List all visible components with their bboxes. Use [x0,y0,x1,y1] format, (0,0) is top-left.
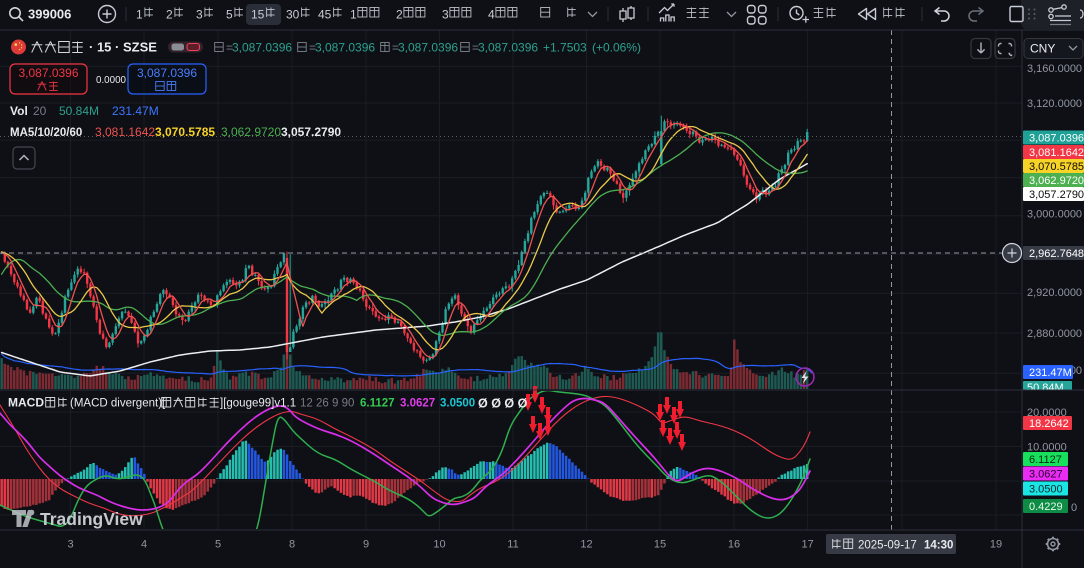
svg-text:3,087.0396: 3,087.0396 [398,41,458,55]
svg-text:3,057.2790: 3,057.2790 [281,125,341,139]
svg-text:2: 2 [396,8,403,22]
svg-text:3: 3 [442,8,449,22]
svg-text:0.4229: 0.4229 [1029,501,1063,513]
svg-text:231.47M: 231.47M [112,104,159,118]
svg-text:3: 3 [67,539,73,551]
svg-text:2,962.7648: 2,962.7648 [1029,248,1084,260]
svg-text:11: 11 [507,539,518,551]
svg-text:=: = [309,41,316,55]
svg-text:2,880.0000: 2,880.0000 [1027,328,1082,340]
svg-text:][gouge99]v1.1: ][gouge99]v1.1 [220,398,296,410]
svg-text:8: 8 [289,539,295,551]
svg-text:0.0000: 0.0000 [96,75,127,86]
svg-text:20: 20 [33,104,47,118]
svg-text:MACD: MACD [8,396,44,410]
svg-text:=: = [226,41,233,55]
svg-text:(+0.06%): (+0.06%) [592,41,641,55]
svg-text:4: 4 [141,539,147,551]
svg-text:2: 2 [166,8,173,22]
svg-text:+1.7503: +1.7503 [543,41,587,55]
svg-text:12 26 9 90: 12 26 9 90 [300,398,354,410]
svg-text:3,062.9720: 3,062.9720 [1029,175,1084,187]
svg-text:6.1127: 6.1127 [1029,454,1062,466]
svg-text:3,087.0396: 3,087.0396 [1029,132,1084,144]
svg-text:399006: 399006 [28,7,71,22]
svg-text:18.2642: 18.2642 [1029,418,1069,430]
svg-text:=: = [392,41,399,55]
svg-text:· 15 · SZSE: · 15 · SZSE [89,40,157,55]
svg-text:3.0627: 3.0627 [400,398,435,410]
svg-text:19: 19 [990,539,1002,551]
svg-text:15: 15 [654,539,666,551]
svg-text:3.0500: 3.0500 [440,398,475,410]
svg-text:2,920.0000: 2,920.0000 [1027,287,1082,299]
svg-text:5: 5 [215,539,221,551]
svg-text:3,087.0396: 3,087.0396 [232,41,292,55]
svg-text:Ø Ø Ø Ø: Ø Ø Ø Ø [478,397,528,411]
svg-text:15: 15 [251,8,265,22]
svg-text:12: 12 [580,539,592,551]
svg-text:3.0500: 3.0500 [1029,483,1063,495]
svg-text:3,057.2790: 3,057.2790 [1029,189,1084,201]
svg-text:=: = [472,41,479,55]
svg-text:3,070.5785: 3,070.5785 [1029,161,1084,173]
svg-text:17: 17 [801,539,813,551]
svg-text:3: 3 [196,8,203,22]
svg-text:3,000.0000: 3,000.0000 [1027,208,1082,220]
svg-text:45: 45 [318,8,332,22]
svg-text:MA5/10/20/60: MA5/10/20/60 [10,127,82,139]
svg-text:3,087.0396: 3,087.0396 [478,41,538,55]
svg-text:50.84M: 50.84M [1027,382,1064,394]
svg-text:1: 1 [136,8,143,22]
svg-text:2025-09-17: 2025-09-17 [858,540,917,552]
svg-text:(MACD divergent)[: (MACD divergent)[ [70,398,166,410]
svg-text:3,062.9720: 3,062.9720 [221,125,281,139]
svg-text:16: 16 [728,539,740,551]
svg-text:10.0000: 10.0000 [1027,441,1067,453]
svg-text:TradingView: TradingView [40,509,143,529]
svg-text:231.47M: 231.47M [1029,367,1072,379]
svg-text:50.84M: 50.84M [59,104,99,118]
svg-text:3,120.0000: 3,120.0000 [1027,98,1082,110]
svg-text:3,081.1642: 3,081.1642 [95,125,155,139]
svg-text:0: 0 [1071,502,1077,514]
svg-text:Vol: Vol [10,104,28,118]
svg-text:10: 10 [433,539,445,551]
svg-text:3,160.0000: 3,160.0000 [1027,63,1082,75]
svg-text:CNY: CNY [1030,42,1055,56]
svg-text:14:30: 14:30 [924,540,953,552]
svg-text:4: 4 [488,8,495,22]
svg-text:3,087.0396: 3,087.0396 [137,66,197,80]
svg-text:9: 9 [363,539,369,551]
svg-text:3,087.0396: 3,087.0396 [18,66,78,80]
svg-text:3,070.5785: 3,070.5785 [155,125,215,139]
svg-text:30: 30 [286,8,300,22]
svg-text:3,081.1642: 3,081.1642 [1029,147,1084,159]
svg-text:3,087.0396: 3,087.0396 [315,41,375,55]
svg-text:1: 1 [350,8,357,22]
svg-text:5: 5 [226,8,233,22]
svg-text:6.1127: 6.1127 [360,398,395,410]
svg-text:3.0627: 3.0627 [1029,468,1063,480]
